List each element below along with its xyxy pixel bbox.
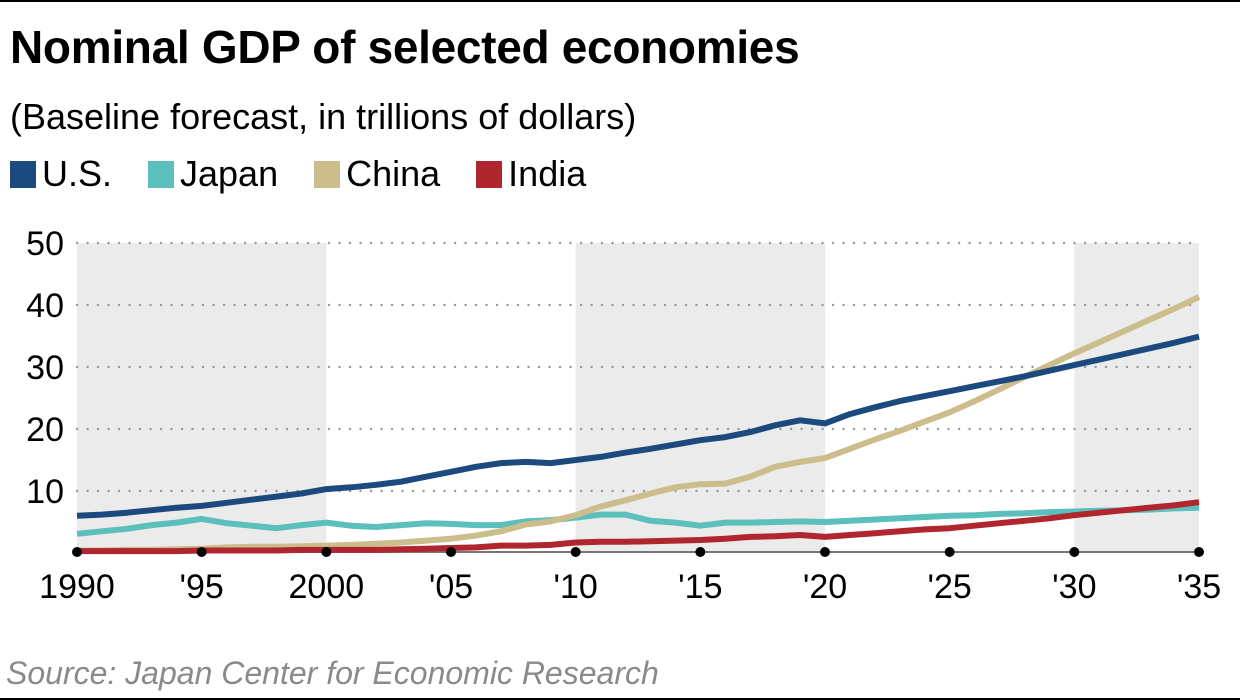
top-border xyxy=(0,0,1240,2)
x-tick-label: 2000 xyxy=(289,568,365,606)
legend-item-india: India xyxy=(476,153,586,195)
series-lines xyxy=(76,294,1201,555)
legend-swatch-china xyxy=(314,160,341,188)
y-tick-label: 50 xyxy=(26,225,64,263)
x-tick-label: 1990 xyxy=(39,568,115,606)
x-tick-mark xyxy=(72,547,82,557)
x-tick-mark xyxy=(1194,547,1204,557)
y-axis-labels: 10 20 30 40 50 xyxy=(26,225,64,511)
x-tick-mark xyxy=(321,547,332,557)
bottom-border xyxy=(0,698,1240,700)
x-tick-mark xyxy=(446,547,456,557)
legend-label-japan: Japan xyxy=(180,153,279,194)
x-tick-label: '15 xyxy=(678,568,722,606)
x-tick-mark xyxy=(944,547,955,557)
y-tick-label: 40 xyxy=(26,287,64,325)
source-note: Source: Japan Center for Economic Resear… xyxy=(6,655,659,691)
y-tick-label: 30 xyxy=(26,349,64,387)
x-tick-label: '30 xyxy=(1052,568,1096,606)
legend-label-china: China xyxy=(346,153,441,194)
y-tick-label: 10 xyxy=(26,473,64,511)
series-line-india xyxy=(77,499,1200,555)
legend-item-japan: Japan xyxy=(148,153,278,195)
chart-title: Nominal GDP of selected economies xyxy=(10,21,800,73)
chart-subtitle: (Baseline forecast, in trillions of doll… xyxy=(10,96,637,137)
y-tick-label: 20 xyxy=(26,411,64,449)
legend: U.S. Japan China India xyxy=(10,152,622,196)
x-tick-label: '05 xyxy=(429,568,473,606)
x-tick-label: '10 xyxy=(554,568,598,606)
x-tick-mark xyxy=(695,547,706,557)
legend-item-china: China xyxy=(314,153,440,195)
x-tick-mark xyxy=(1069,547,1080,557)
gridlines xyxy=(75,241,1201,493)
legend-label-india: India xyxy=(508,153,587,194)
x-tick-mark xyxy=(820,547,830,557)
x-axis-labels: 1990 '95 2000 '05 '10 '15 '20 '25 '30 '35 xyxy=(39,547,1221,606)
x-tick-mark xyxy=(570,547,581,557)
x-tick-label: '95 xyxy=(180,568,224,606)
series-line-china xyxy=(77,294,1201,554)
shaded-band xyxy=(575,243,825,553)
x-tick-label: '25 xyxy=(928,568,972,606)
x-tick-label: '35 xyxy=(1177,568,1221,606)
series-line-japan xyxy=(76,504,1200,537)
series-line-us xyxy=(76,333,1200,519)
x-tick-label: '20 xyxy=(803,568,847,606)
legend-swatch-us xyxy=(10,160,36,188)
shaded-band xyxy=(77,243,327,553)
shaded-band xyxy=(1074,243,1199,553)
legend-label-us: U.S. xyxy=(42,153,113,194)
legend-swatch-india xyxy=(476,160,503,188)
legend-item-us: U.S. xyxy=(10,153,112,195)
legend-swatch-japan xyxy=(148,160,175,188)
x-tick-mark xyxy=(196,547,207,557)
shaded-bands xyxy=(77,243,1199,553)
